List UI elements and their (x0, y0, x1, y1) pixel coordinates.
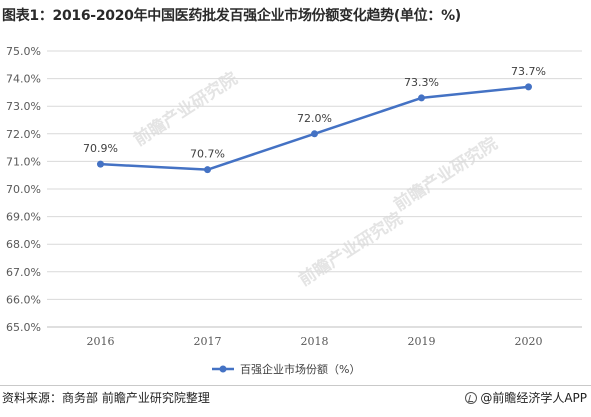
data-point (418, 94, 425, 102)
y-axis: 65.0% 66.0% 67.0% 68.0% 69.0% 70.0% 71.0% 72.0%… (6, 45, 41, 334)
y-tick-label: 72.0% (6, 128, 41, 141)
y-tick-label: 68.0% (6, 238, 41, 251)
data-label: 70.9% (83, 142, 118, 155)
y-tick-label: 74.0% (6, 73, 41, 86)
y-tick-label: 69.0% (6, 211, 41, 224)
legend: 百强企业市场份额（%） (212, 362, 360, 376)
y-tick-label: 65.0% (6, 321, 41, 334)
source-note: 资料来源：商务部 前瞻产业研究院整理 (2, 391, 210, 405)
legend-label: 百强企业市场份额（%） (240, 362, 360, 376)
y-tick-label: 73.0% (6, 100, 41, 113)
x-axis: 2016 2017 2018 2019 2020 (47, 326, 582, 348)
data-label: 70.7% (190, 148, 225, 161)
data-point (525, 83, 532, 91)
x-tick-label: 2017 (194, 335, 222, 348)
data-label: 72.0% (297, 112, 332, 125)
brand-credit: @前瞻经济学人APP (465, 389, 587, 406)
y-tick-label: 75.0% (6, 45, 41, 58)
line-chart: 65.0% 66.0% 67.0% 68.0% 69.0% 70.0% 71.0% 72.0%… (6, 45, 582, 376)
series-line (100, 85, 529, 171)
x-tick-label: 2019 (408, 335, 436, 348)
data-point (204, 166, 211, 174)
x-tick-label: 2020 (515, 335, 543, 348)
brand-text: @前瞻经济学人APP (480, 391, 587, 405)
data-point (311, 130, 318, 138)
grid-lines (47, 50, 582, 300)
y-tick-label: 70.0% (6, 183, 41, 196)
x-tick-label: 2018 (301, 335, 329, 348)
series-group: 70.9% 70.7% 72.0% 73.3% 73.7% (83, 65, 546, 174)
footer-divider (0, 385, 591, 386)
data-label: 73.7% (511, 65, 546, 78)
x-tick-label: 2016 (87, 335, 115, 348)
y-tick-label: 67.0% (6, 266, 41, 279)
data-point (97, 160, 104, 168)
legend-marker (219, 365, 227, 373)
chart-title: 图表1：2016-2020年中国医药批发百强企业市场份额变化趋势(单位：%) (2, 8, 461, 24)
y-tick-label: 71.0% (6, 155, 41, 168)
y-tick-label: 66.0% (6, 293, 41, 306)
brand-logo-icon (465, 391, 478, 404)
data-label: 73.3% (404, 76, 439, 89)
